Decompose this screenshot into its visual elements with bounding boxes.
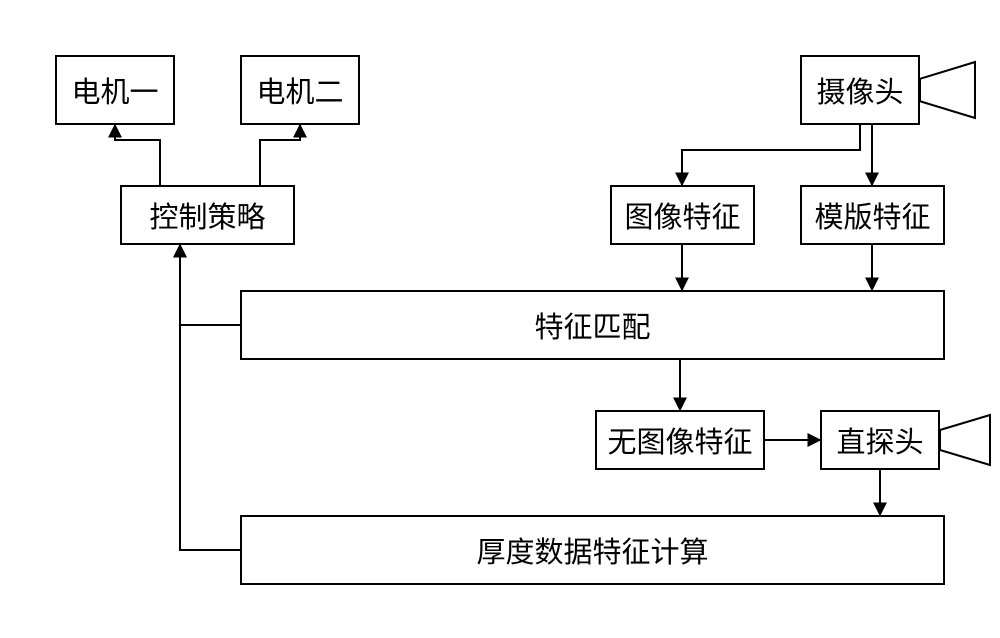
node-motor2-label: 电机二 [256, 69, 343, 111]
edge-match-to-control [180, 245, 240, 325]
camera-icon [920, 62, 975, 118]
node-motor1: 电机一 [55, 55, 175, 125]
node-thick-label: 厚度数据特征计算 [476, 529, 708, 571]
node-probe: 直探头 [820, 410, 940, 470]
node-match: 特征匹配 [240, 290, 945, 360]
node-probe-label: 直探头 [836, 419, 923, 461]
node-noimg: 无图像特征 [595, 410, 765, 470]
node-imgfeat-label: 图像特征 [624, 194, 740, 236]
node-control: 控制策略 [120, 185, 295, 245]
node-match-label: 特征匹配 [534, 304, 650, 346]
edge-camera-to-imgfeat [682, 125, 860, 185]
node-imgfeat: 图像特征 [610, 185, 755, 245]
edge-control-to-motor1 [115, 125, 160, 185]
node-tmplfeat-label: 模版特征 [814, 194, 930, 236]
probe-icon [940, 415, 990, 465]
node-camera: 摄像头 [800, 55, 920, 125]
node-tmplfeat: 模版特征 [800, 185, 945, 245]
node-motor2: 电机二 [240, 55, 360, 125]
node-noimg-label: 无图像特征 [607, 419, 752, 461]
node-control-label: 控制策略 [149, 194, 265, 236]
node-motor1-label: 电机一 [71, 69, 158, 111]
node-camera-label: 摄像头 [816, 69, 903, 111]
edge-control-to-motor2 [260, 125, 300, 185]
node-thick: 厚度数据特征计算 [240, 515, 945, 585]
edge-thick-to-control [180, 245, 240, 550]
